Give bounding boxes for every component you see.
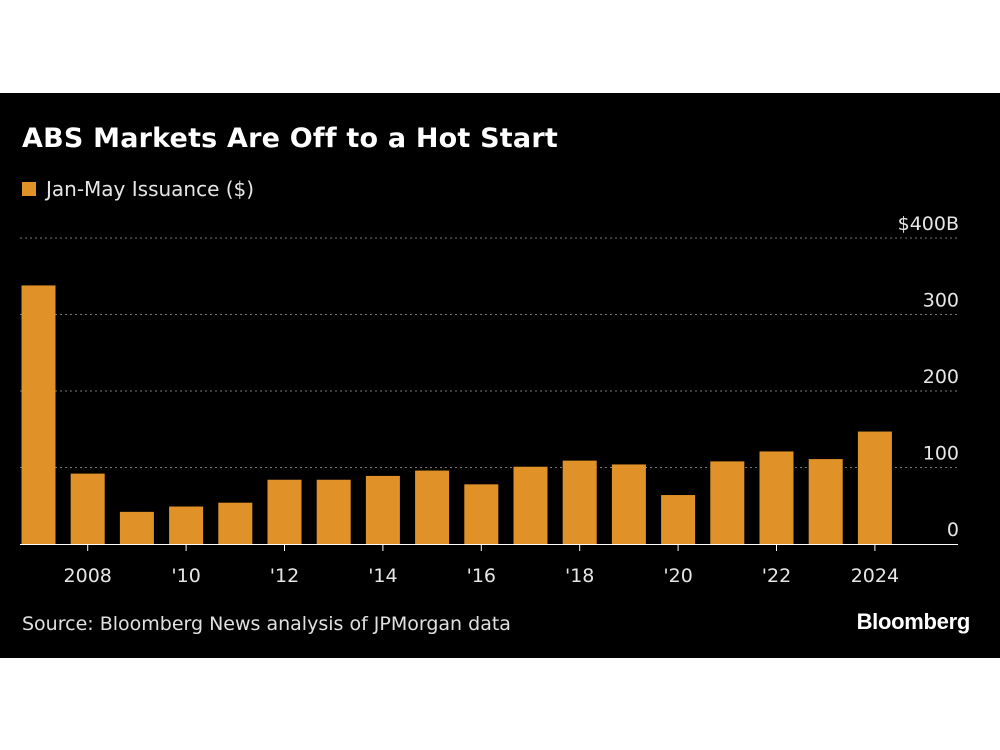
x-tick-label: '18 [565, 565, 594, 587]
y-tick-label: 0 [947, 519, 959, 541]
x-tick-label: 2024 [851, 565, 899, 587]
y-tick-label: 100 [923, 443, 959, 465]
x-tick-label: '12 [270, 565, 299, 587]
bar-2007 [21, 285, 56, 544]
bar-2008 [70, 473, 105, 544]
bar-2010 [169, 506, 204, 544]
chart-panel: ABS Markets Are Off to a Hot Start Jan-M… [0, 93, 1000, 658]
bar-2011 [218, 502, 253, 544]
x-tick-label: '20 [663, 565, 692, 587]
bar-2009 [119, 511, 154, 544]
bar-2024 [857, 431, 892, 544]
bar-2022 [759, 451, 794, 544]
source-note: Source: Bloomberg News analysis of JPMor… [22, 613, 511, 635]
x-tick-label: 2008 [64, 565, 112, 587]
x-tick-label: '14 [368, 565, 397, 587]
chart-title: ABS Markets Are Off to a Hot Start [22, 123, 558, 154]
bar-2013 [316, 479, 351, 544]
bar-2023 [808, 459, 843, 544]
legend-label: Jan-May Issuance ($) [46, 177, 255, 201]
bar-2020 [661, 495, 696, 544]
bloomberg-logo: Bloomberg [856, 609, 971, 634]
bar-2016 [464, 484, 499, 544]
y-tick-label: $400B [898, 213, 959, 235]
x-tick-label: '16 [467, 565, 496, 587]
legend-swatch [22, 182, 36, 196]
y-tick-label: 300 [923, 290, 959, 312]
bar-2019 [611, 464, 646, 544]
bar-2021 [710, 461, 745, 544]
bar-2014 [365, 475, 400, 544]
bar-2017 [513, 466, 548, 544]
bar-2015 [415, 470, 450, 544]
x-tick-label: '10 [171, 565, 200, 587]
bar-2012 [267, 479, 302, 544]
y-tick-label: 200 [923, 366, 959, 388]
bar-chart: 0 100 200 300 $400B 2008 '10 '12 '14 '16 '18 '20 '22… [20, 213, 959, 587]
legend: Jan-May Issuance ($) [22, 177, 254, 201]
bar-2018 [562, 460, 597, 544]
x-tick-label: '22 [762, 565, 791, 587]
